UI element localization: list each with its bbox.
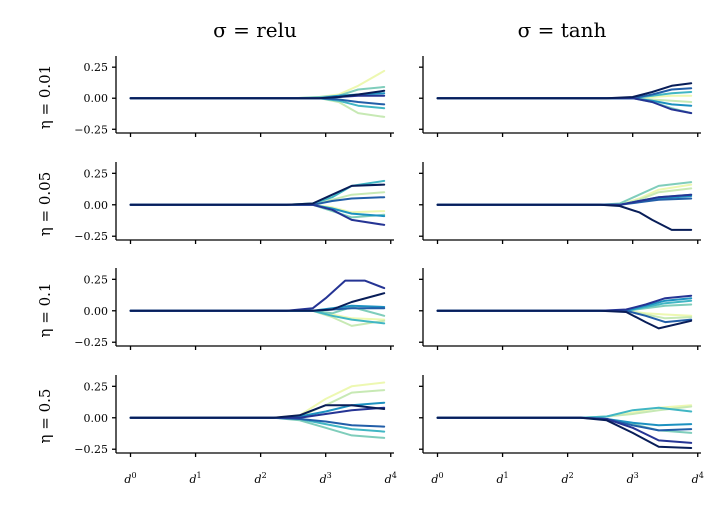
panel-5 [419,268,701,350]
y-tick-label: 0.25 [84,273,109,286]
y-tick-label: −0.25 [74,123,108,136]
y-tick-label: 0.00 [84,412,109,425]
x-tick-label: d4 [692,471,704,486]
series-line-5 [129,416,386,428]
panel-7: d0 d1 d2 d3 d4 [419,375,704,486]
series-line-7 [129,404,386,419]
series-line-7 [436,82,693,100]
series-line-3 [436,406,693,419]
series-line-7 [129,183,386,206]
row-label-0: η = 0.01 [36,65,54,130]
series-line-7 [436,416,693,449]
panel-1 [419,56,701,137]
y-tick-label: 0.25 [84,380,109,393]
series-line-7 [129,89,386,100]
series-line-1 [436,187,693,206]
panel-3 [419,162,701,244]
panel-0: 0.25 0.00 −0.25 [74,56,394,137]
x-tick-label: d4 [385,471,397,486]
column-title-relu: σ = relu [213,18,297,42]
series-line-6 [129,406,386,419]
series-line-0 [129,381,386,419]
y-tick-label: −0.25 [74,230,108,243]
x-tick-label: d3 [627,471,639,486]
series-line-3 [129,179,386,206]
y-tick-label: 0.00 [84,305,109,318]
series-line-5 [129,196,386,206]
x-tick-label: d0 [431,471,443,486]
x-tick-label: d0 [124,471,136,486]
x-tick-label: d1 [496,471,508,486]
y-tick-label: −0.25 [74,336,108,349]
y-tick-label: −0.25 [74,443,108,456]
row-label-2: η = 0.1 [36,283,54,338]
y-tick-label: 0.25 [84,61,109,74]
x-tick-label: d3 [320,471,332,486]
series-line-4 [436,416,693,427]
row-label-1: η = 0.05 [36,172,54,237]
series-line-4 [436,297,693,312]
series-line-7 [436,309,693,330]
y-tick-label: 0.25 [84,167,109,180]
series-line-7 [129,292,386,312]
x-tick-label: d1 [189,471,201,486]
panels-group: 0.250.00−0.250.250.00−0.250.250.00−0.250… [74,56,704,486]
series-line-7 [436,203,693,231]
series-line-1 [129,389,386,419]
panel-4: 0.25 0.00 −0.25 [74,268,394,350]
series-line-6 [436,416,693,444]
row-label-3: η = 0.5 [36,389,54,444]
y-tick-label: 0.00 [84,92,109,105]
x-tick-label: d2 [562,471,574,486]
panel-2: 0.25 0.00 −0.25 [74,162,394,244]
x-tick-label: d2 [255,471,267,486]
y-tick-label: 0.00 [84,199,109,212]
column-title-tanh: σ = tanh [518,18,607,42]
panel-6: 0.25 0.00 −0.25 d0 d1 d2 d3 d4 [74,375,397,486]
